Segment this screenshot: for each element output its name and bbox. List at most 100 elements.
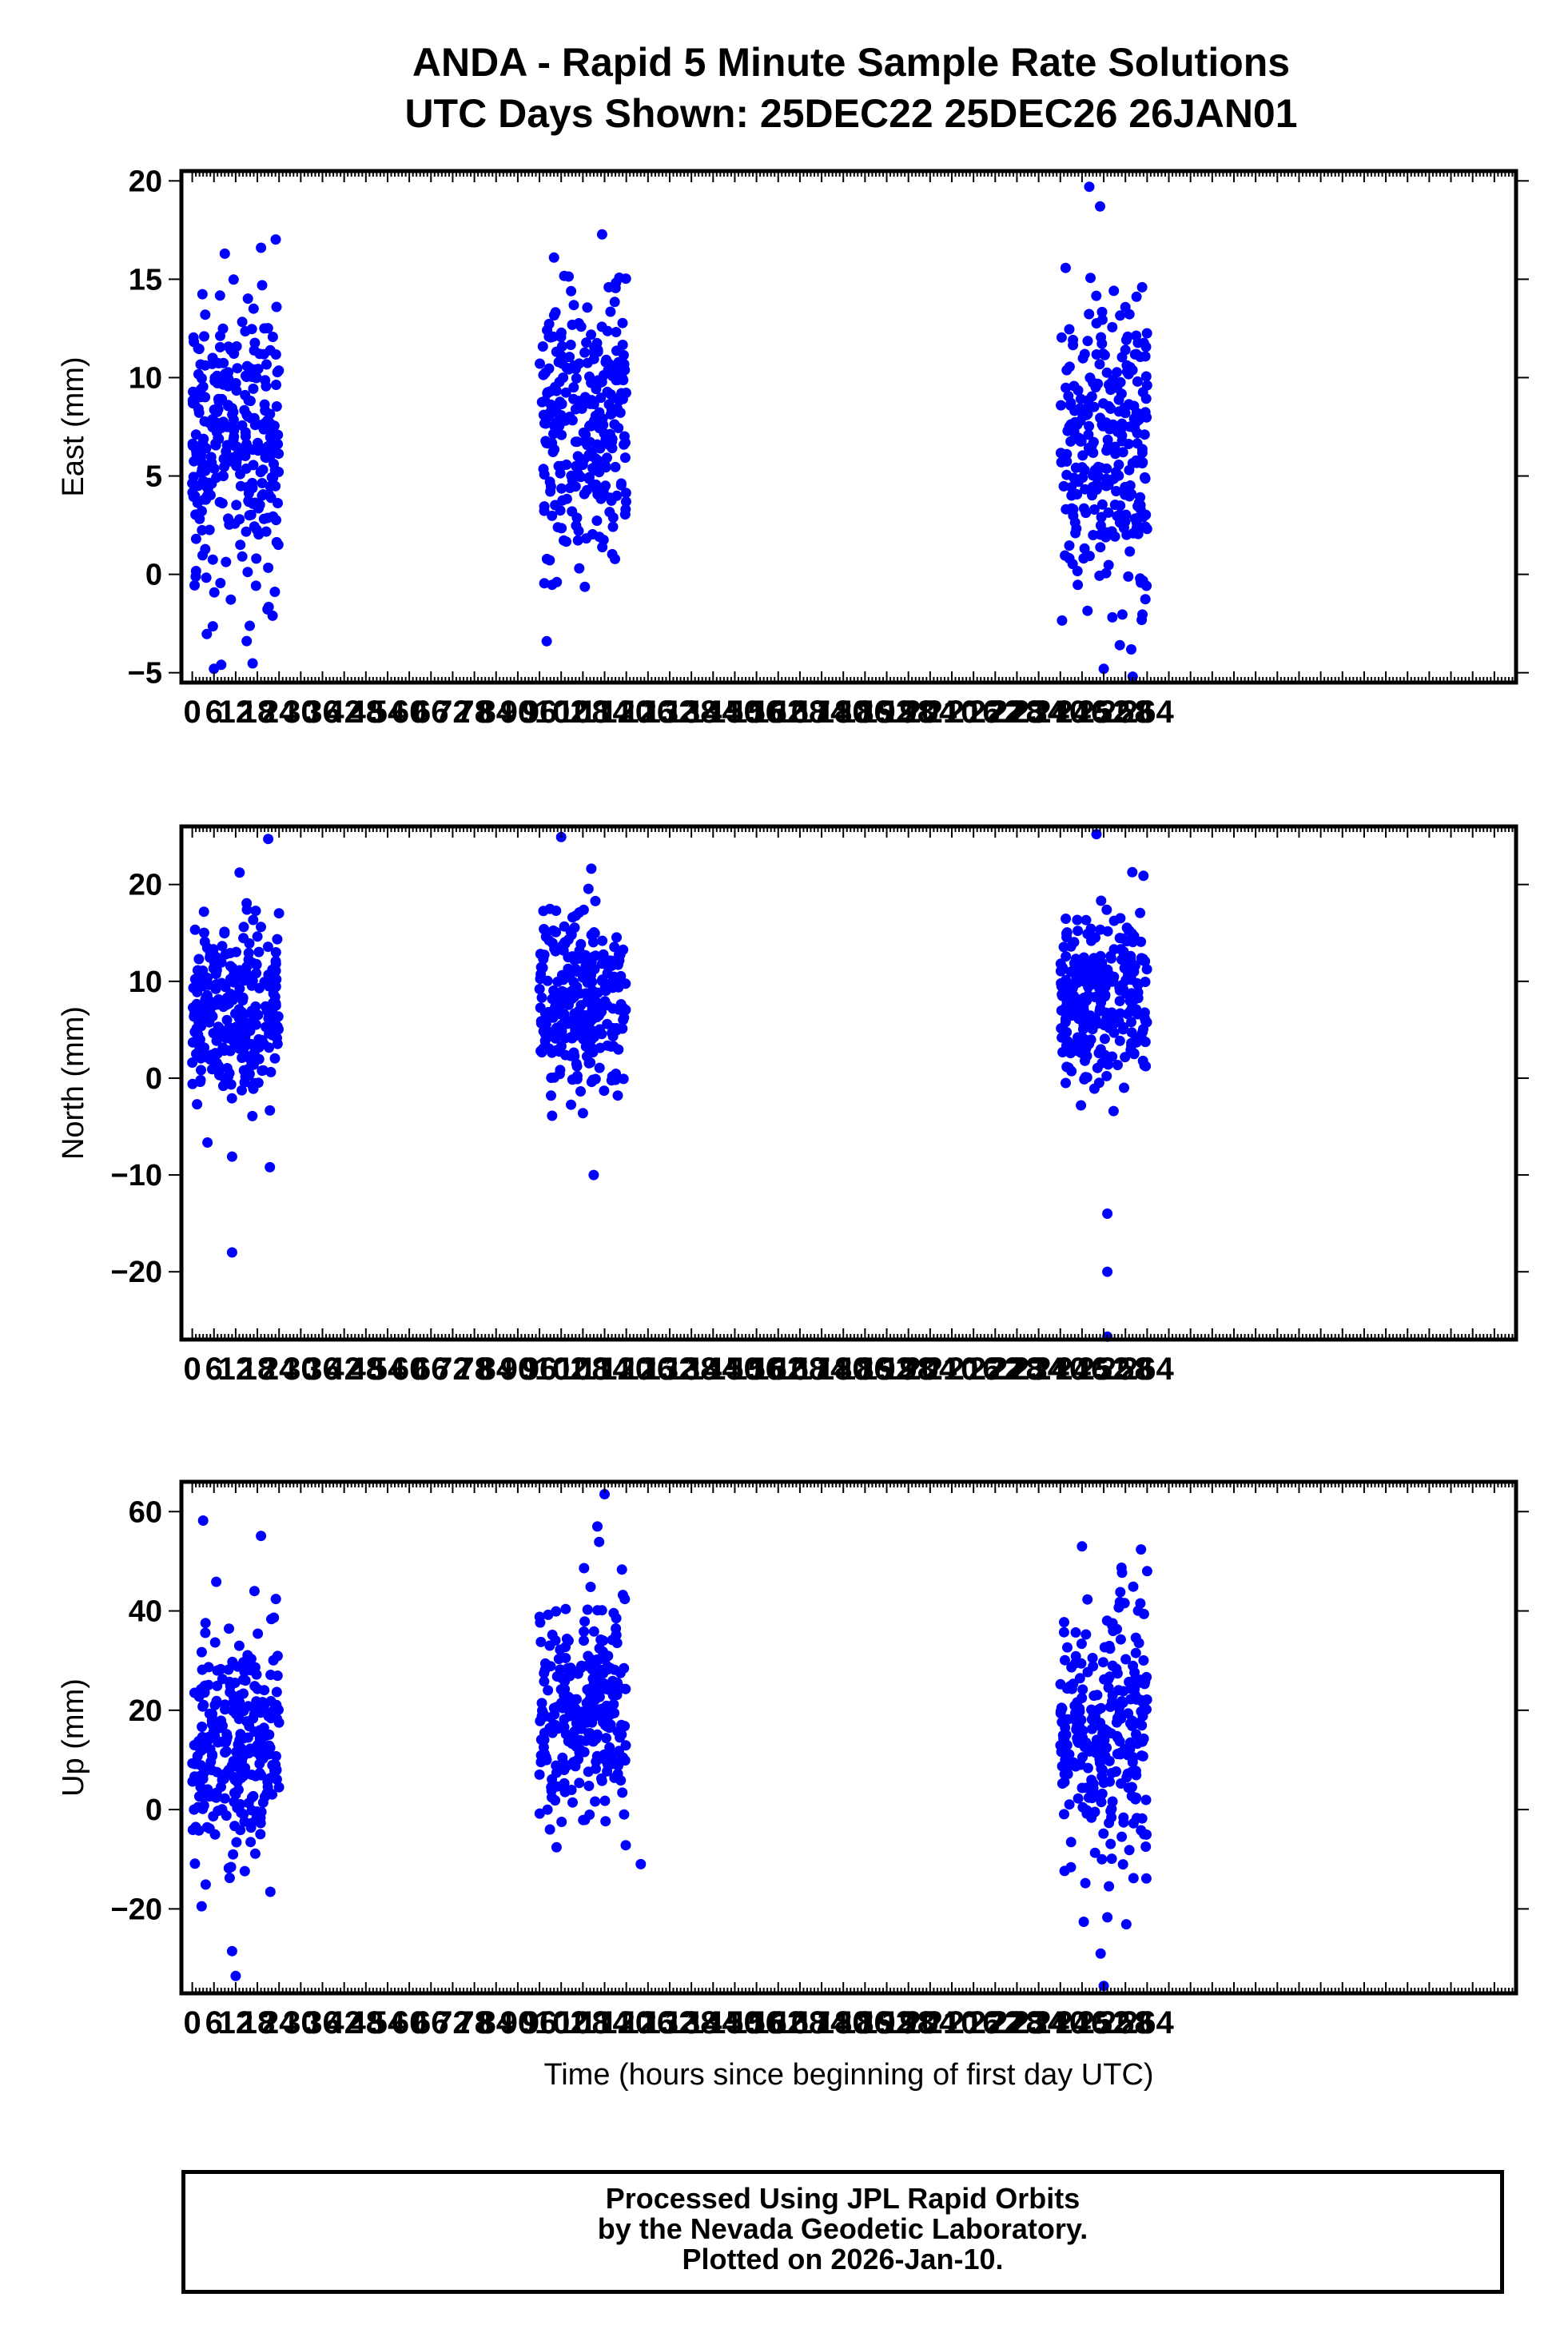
data-point — [253, 1077, 264, 1089]
data-point — [1105, 1838, 1116, 1849]
data-point — [578, 969, 589, 981]
data-point — [207, 1749, 218, 1760]
data-point — [1114, 933, 1125, 944]
data-point — [546, 1090, 556, 1101]
data-point — [1084, 420, 1095, 432]
data-point — [1073, 926, 1084, 937]
data-point — [240, 1675, 251, 1686]
data-point — [273, 467, 285, 477]
data-point — [586, 863, 597, 874]
data-point — [270, 947, 281, 958]
data-point — [235, 468, 245, 480]
data-point — [580, 1041, 591, 1052]
data-point — [536, 992, 547, 1003]
data-point — [584, 1809, 595, 1820]
x-tick-label: 156 — [730, 2005, 783, 2040]
data-point — [1104, 1881, 1115, 1892]
data-point — [1076, 1100, 1087, 1111]
data-point — [570, 963, 581, 974]
chart-subtitle: UTC Days Shown: 25DEC22 25DEC26 26JAN01 — [404, 91, 1298, 136]
x-tick-label: 30 — [283, 1352, 319, 1387]
data-point — [620, 504, 631, 515]
data-point — [1059, 1777, 1070, 1788]
data-point — [603, 281, 615, 293]
data-point — [548, 252, 559, 263]
data-point — [231, 340, 242, 352]
data-point — [612, 1090, 623, 1101]
data-point — [1095, 520, 1106, 531]
data-point — [209, 1730, 221, 1742]
data-point — [554, 376, 565, 388]
data-point — [1112, 1060, 1123, 1070]
data-point — [196, 1901, 207, 1912]
data-point — [599, 1085, 610, 1097]
data-point — [1088, 470, 1098, 481]
data-point — [545, 399, 556, 410]
data-point — [559, 1676, 571, 1687]
data-point — [1082, 929, 1093, 939]
data-point — [1104, 1776, 1115, 1787]
data-point — [234, 1043, 245, 1054]
x-tick-label: 258 — [1099, 2005, 1152, 2040]
data-point — [1102, 441, 1113, 452]
data-point — [219, 461, 230, 472]
data-point — [196, 1065, 206, 1076]
data-point — [234, 983, 245, 994]
data-point — [1096, 512, 1107, 523]
data-point — [249, 1662, 261, 1673]
data-point — [594, 1062, 605, 1073]
x-tick-label: 78 — [456, 2005, 492, 2040]
data-point — [615, 372, 626, 383]
x-tick-label: 12 — [218, 1352, 254, 1387]
data-point — [1098, 1828, 1109, 1839]
data-point — [1136, 1706, 1147, 1717]
data-point — [1106, 1767, 1117, 1778]
data-point — [1108, 285, 1120, 297]
data-point — [190, 1821, 201, 1833]
x-tick-label: 114 — [579, 2005, 631, 2040]
data-point — [209, 463, 220, 474]
data-point — [209, 1637, 221, 1648]
data-point — [556, 523, 567, 534]
x-tick-label: 228 — [990, 1352, 1044, 1387]
data-point — [619, 359, 630, 370]
x-tick-label: 192 — [860, 2005, 913, 2040]
data-point — [1140, 594, 1151, 605]
data-point — [609, 297, 620, 308]
data-point — [559, 937, 571, 948]
data-point — [1082, 975, 1093, 986]
data-point — [249, 344, 260, 356]
data-point — [1088, 401, 1100, 412]
data-point — [1102, 1912, 1113, 1923]
data-point — [579, 392, 591, 403]
data-point — [199, 331, 209, 342]
x-tick-label: 162 — [751, 2005, 805, 2040]
data-point — [239, 1865, 250, 1877]
data-point — [195, 1746, 206, 1757]
data-point — [1103, 1059, 1114, 1070]
data-point — [547, 447, 559, 457]
x-tick-label: 0 — [183, 695, 201, 730]
data-point — [221, 1731, 233, 1742]
data-point — [266, 1614, 277, 1625]
data-point — [237, 317, 248, 328]
data-point — [597, 1709, 608, 1720]
data-point — [208, 963, 219, 973]
data-point — [1086, 391, 1097, 402]
data-point — [261, 452, 272, 464]
x-tick-label: 234 — [1012, 695, 1065, 730]
data-point — [597, 935, 608, 946]
data-point — [608, 971, 619, 982]
data-point — [1129, 348, 1140, 360]
data-point — [191, 449, 202, 460]
data-point — [1089, 1847, 1100, 1858]
data-point — [197, 1722, 208, 1732]
data-point — [250, 580, 261, 591]
data-point — [253, 1033, 265, 1045]
data-point — [1096, 338, 1108, 349]
data-point — [599, 483, 610, 494]
data-point — [214, 341, 225, 352]
data-point — [1120, 402, 1131, 413]
data-point — [607, 982, 619, 993]
